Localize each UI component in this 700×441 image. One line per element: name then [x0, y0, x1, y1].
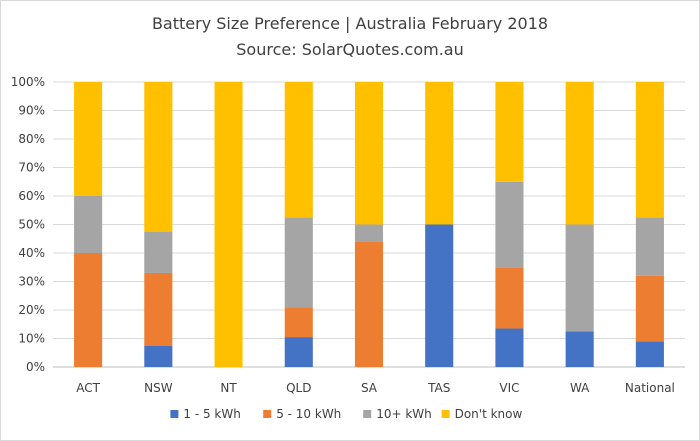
y-tick-label: 30%: [18, 275, 45, 289]
x-tick-label: VIC: [499, 381, 519, 395]
bar-segment-act-5-10-kwh: [74, 253, 103, 367]
y-tick-label: 50%: [18, 218, 45, 232]
bar-segment-sa-10-kwh: [354, 224, 384, 242]
legend-label: 10+ kWh: [376, 407, 432, 421]
legend-swatch: [263, 410, 272, 418]
y-tick-label: 70%: [18, 161, 45, 175]
bar-segment-wa-1-5-kwh: [565, 331, 594, 367]
x-tick-label: WA: [570, 381, 590, 395]
bar-segment-act-don-t-know: [74, 82, 103, 196]
y-tick-label: 80%: [18, 132, 45, 146]
bar-segment-qld-10-kwh: [284, 217, 313, 308]
bar-segment-sa-don-t-know: [354, 82, 384, 225]
bars: [74, 82, 664, 367]
bar-segment-nsw-don-t-know: [144, 82, 173, 232]
bar-segment-qld-5-10-kwh: [284, 307, 313, 338]
legend-swatch: [170, 410, 179, 418]
legend-swatch: [363, 410, 372, 418]
x-tick-label: TAS: [427, 381, 450, 395]
y-tick-label: 40%: [18, 246, 45, 260]
chart-title: Battery Size Preference | Australia Febr…: [152, 14, 548, 33]
y-axis-tick-labels: 0% 10% 20% 30% 40% 50% 60% 70% 80% 90% 100%: [11, 75, 45, 374]
bar-segment-wa-10-kwh: [565, 224, 594, 332]
y-tick-label: 0%: [26, 360, 45, 374]
legend-swatch: [441, 410, 450, 418]
x-tick-label: QLD: [286, 381, 311, 395]
bar-segment-national-don-t-know: [635, 82, 664, 218]
x-tick-label: NT: [220, 381, 237, 395]
bar-segment-sa-5-10-kwh: [354, 241, 384, 367]
x-axis-tick-labels: ACT NSW NT QLD SA TAS VIC WA National: [76, 381, 675, 395]
y-tick-label: 60%: [18, 189, 45, 203]
legend: 1 - 5 kWh 5 - 10 kWh 10+ kWh Don't know: [170, 407, 523, 421]
bar-segment-national-1-5-kwh: [635, 341, 664, 367]
legend-label: 5 - 10 kWh: [276, 407, 341, 421]
x-tick-label: NSW: [144, 381, 173, 395]
chart-subtitle: Source: SolarQuotes.com.au: [236, 40, 463, 59]
bar-segment-qld-1-5-kwh: [284, 337, 313, 367]
bar-segment-tas-1-5-kwh: [425, 224, 454, 367]
bar-segment-act-10-kwh: [74, 196, 103, 253]
y-tick-label: 90%: [18, 104, 45, 118]
y-tick-label: 100%: [11, 75, 45, 89]
bar-segment-tas-don-t-know: [425, 82, 454, 225]
bar-segment-qld-don-t-know: [284, 82, 313, 218]
y-tick-label: 20%: [18, 303, 45, 317]
legend-label: 1 - 5 kWh: [183, 407, 240, 421]
x-tick-label: ACT: [76, 381, 100, 395]
x-tick-label: SA: [361, 381, 378, 395]
bar-segment-wa-don-t-know: [565, 82, 594, 225]
bar-segment-nsw-5-10-kwh: [144, 272, 173, 346]
bar-segment-vic-5-10-kwh: [495, 267, 524, 329]
legend-label: Don't know: [455, 407, 523, 421]
bar-segment-vic-1-5-kwh: [495, 328, 524, 367]
bar-segment-vic-10-kwh: [495, 181, 524, 268]
bar-segment-nsw-1-5-kwh: [144, 345, 173, 367]
bar-segment-nsw-10-kwh: [144, 231, 173, 273]
bar-segment-vic-don-t-know: [495, 82, 524, 182]
bar-segment-nt-don-t-know: [214, 82, 243, 367]
x-tick-label: National: [625, 381, 675, 395]
bar-segment-national-5-10-kwh: [635, 275, 664, 342]
y-tick-label: 10%: [18, 332, 45, 346]
bar-segment-national-10-kwh: [635, 217, 664, 276]
